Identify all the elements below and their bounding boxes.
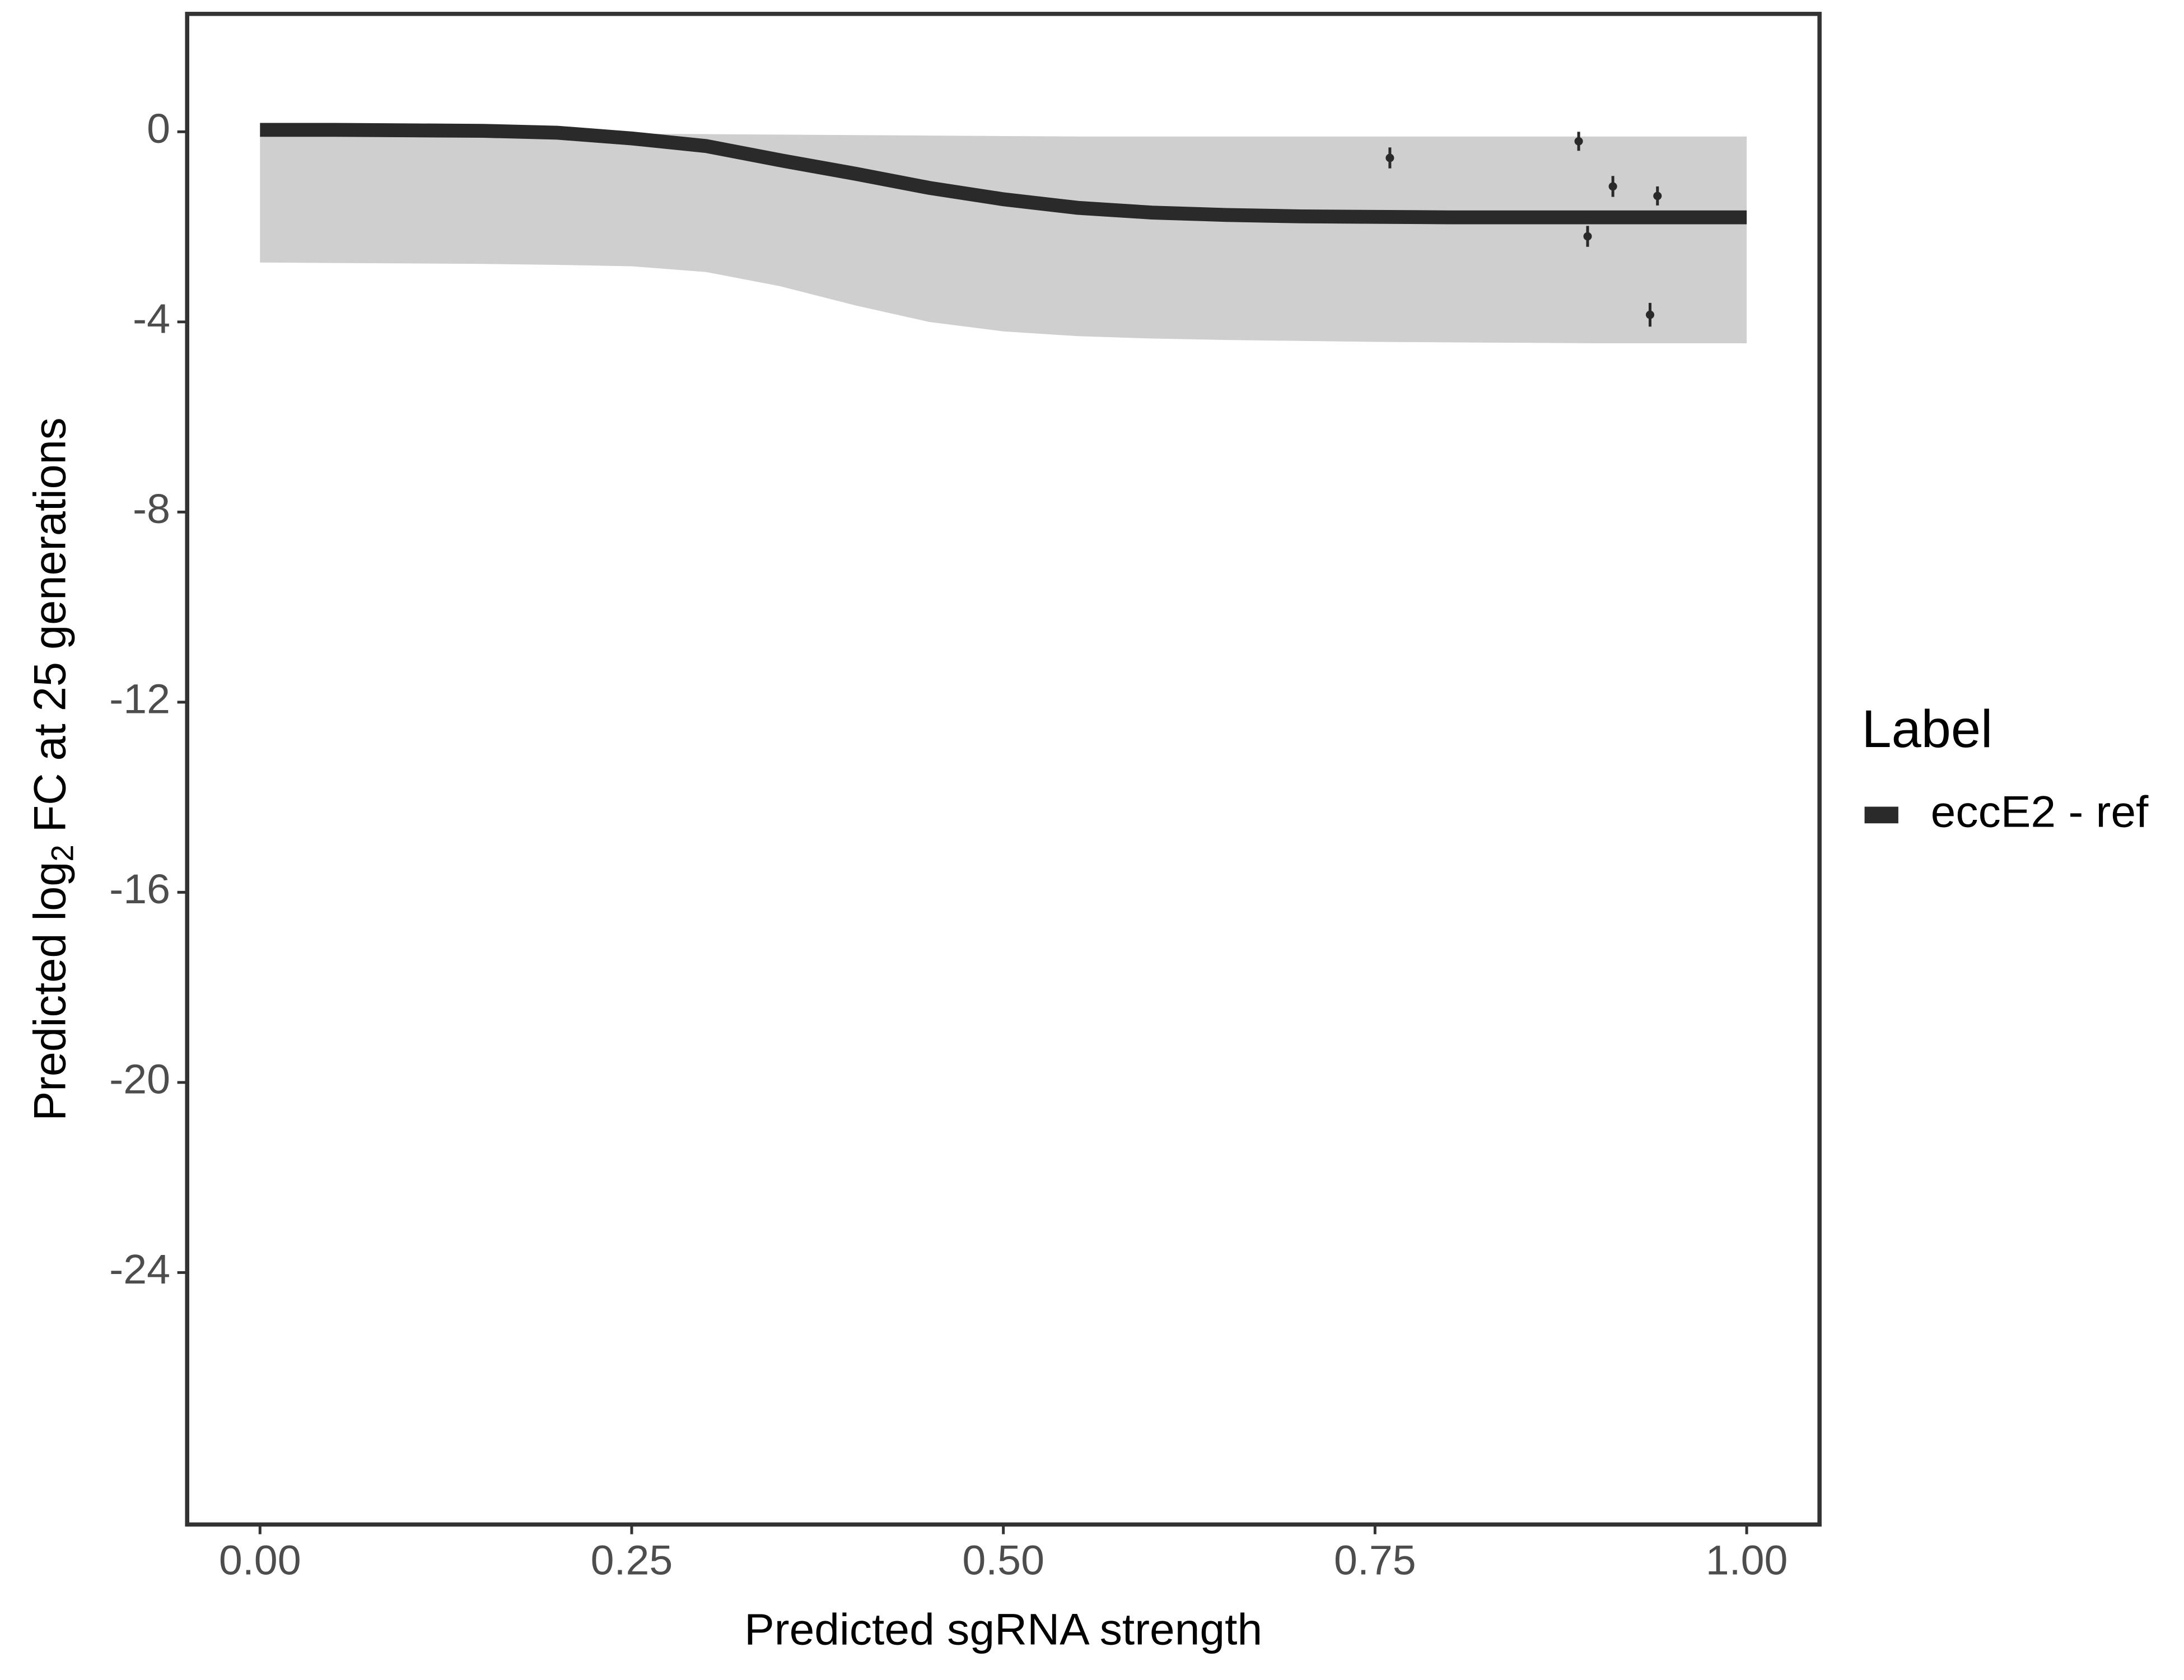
y-axis-title: Predicted log2 FC at 25 generations: [25, 417, 80, 1121]
data-point: [1653, 192, 1662, 200]
data-point: [1385, 153, 1394, 162]
uncertainty-band: [260, 132, 1747, 344]
y-title-part: FC at 25 generations: [25, 417, 75, 844]
y-title-sub: 2: [45, 844, 80, 861]
data-point: [1583, 232, 1592, 241]
fit-line: [260, 123, 1747, 225]
x-axis-title: Predicted sgRNA strength: [744, 1604, 1262, 1654]
data-point: [1574, 137, 1583, 146]
y-tick-label: -4: [133, 295, 170, 342]
legend-key: [1864, 806, 1898, 824]
legend-label: eccE2 - ref: [1931, 787, 2149, 836]
y-tick-label: -24: [109, 1246, 170, 1292]
plot-frame: [185, 12, 1822, 1527]
y-tick-label: -12: [109, 675, 170, 722]
data-point: [1645, 310, 1655, 319]
y-tick-label: -20: [109, 1056, 170, 1102]
legend-title: Label: [1862, 700, 1993, 759]
x-tick-label: 0.75: [1334, 1537, 1416, 1583]
data-point: [1608, 182, 1617, 191]
y-title-part: Predicted log: [25, 862, 75, 1121]
y-tick-label: -8: [133, 485, 170, 531]
x-tick-label: 0.50: [962, 1537, 1044, 1583]
x-tick-label: 0.25: [591, 1537, 673, 1583]
y-tick-label: 0: [147, 105, 170, 151]
y-tick-label: -16: [109, 866, 170, 912]
x-tick-label: 0.00: [219, 1537, 301, 1583]
x-tick-label: 1.00: [1706, 1537, 1788, 1583]
